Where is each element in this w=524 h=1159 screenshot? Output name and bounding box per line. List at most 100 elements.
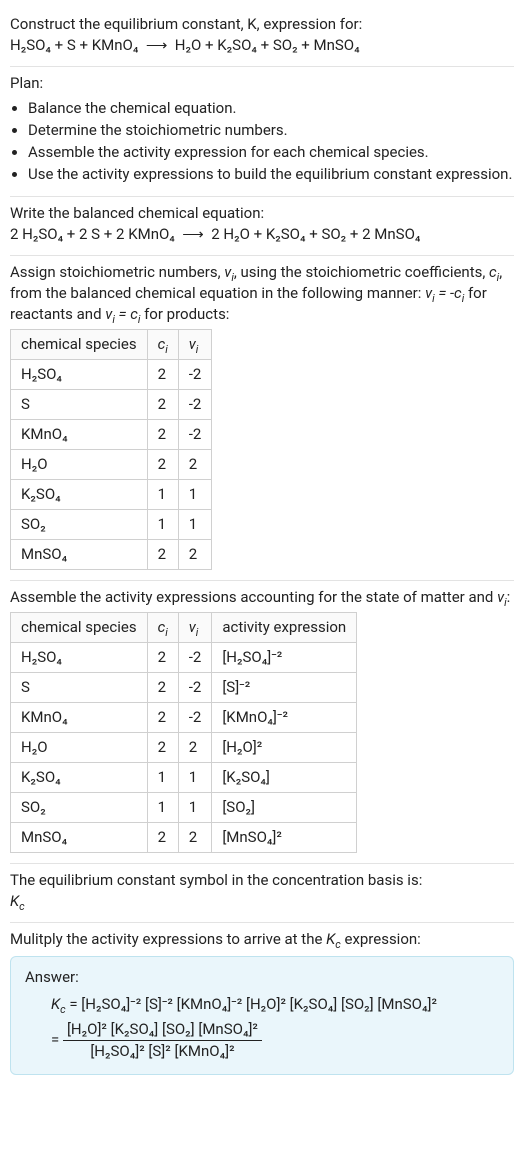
- cell-v: -2: [178, 390, 212, 420]
- section-plan: Plan: Balance the chemical equation. Det…: [10, 67, 514, 197]
- cell-c: 2: [147, 390, 178, 420]
- t: expression:: [341, 930, 421, 948]
- cell-v: 2: [178, 450, 212, 480]
- kc-symbol: Kc: [10, 891, 514, 912]
- cell-species: KMnO₄: [11, 703, 148, 733]
- cell-species: H₂SO₄: [11, 643, 148, 673]
- kc-intro: The equilibrium constant symbol in the c…: [10, 870, 514, 891]
- cell-species: K₂SO₄: [11, 763, 148, 793]
- nu-i-symbol: νi: [497, 588, 507, 606]
- arrow-icon: ⟶: [182, 225, 204, 243]
- construct-line1: Construct the equilibrium constant, K, e…: [10, 15, 362, 33]
- cell-activity: [H₂SO₄]⁻²: [212, 643, 357, 673]
- col-v: νi: [178, 330, 212, 360]
- cell-c: 2: [147, 643, 178, 673]
- plan-item: Use the activity expressions to build th…: [28, 164, 514, 185]
- answer-box: Answer: Kc = [H₂SO₄]⁻² [S]⁻² [KMnO₄]⁻² […: [10, 956, 514, 1075]
- col-species: chemical species: [11, 330, 148, 360]
- cell-species: SO₂: [11, 793, 148, 823]
- eq-sign: =: [51, 1030, 63, 1048]
- c-i-symbol: ci: [158, 618, 168, 636]
- cell-species: K₂SO₄: [11, 480, 148, 510]
- cell-v: 2: [178, 540, 212, 570]
- table-row: SO₂11: [11, 510, 212, 540]
- t: :: [507, 588, 511, 606]
- cell-v: 2: [178, 823, 212, 853]
- cell-activity: [H₂O]²: [212, 733, 357, 763]
- col-c: ci: [147, 613, 178, 643]
- cell-v: 1: [178, 510, 212, 540]
- cell-c: 1: [147, 763, 178, 793]
- section-answer: Mulitply the activity expressions to arr…: [10, 923, 514, 1085]
- table-row: H₂O22: [11, 450, 212, 480]
- section-construct: Construct the equilibrium constant, K, e…: [10, 8, 514, 67]
- balanced-title: Write the balanced chemical equation:: [10, 203, 514, 224]
- col-c: ci: [147, 330, 178, 360]
- col-activity: activity expression: [212, 613, 357, 643]
- expr1: = [H₂SO₄]⁻² [S]⁻² [KMnO₄]⁻² [H₂O]² [K₂SO…: [66, 995, 437, 1013]
- col-v: νi: [178, 613, 212, 643]
- cell-v: -2: [178, 360, 212, 390]
- c-i-symbol: ci: [489, 263, 499, 281]
- cell-c: 2: [147, 360, 178, 390]
- cell-activity: [MnSO₄]²: [212, 823, 357, 853]
- cell-species: MnSO₄: [11, 823, 148, 853]
- eq-rhs: 2 H₂O + K₂SO₄ + SO₂ + 2 MnSO₄: [211, 225, 420, 243]
- stoich-intro: Assign stoichiometric numbers, νi, using…: [10, 262, 514, 325]
- cell-species: S: [11, 390, 148, 420]
- stoich-table: chemical species ci νi H₂SO₄2-2 S2-2 KMn…: [10, 329, 212, 570]
- cell-species: MnSO₄: [11, 540, 148, 570]
- table-row: K₂SO₄11: [11, 480, 212, 510]
- section-activity: Assemble the activity expressions accoun…: [10, 581, 514, 864]
- cell-activity: [K₂SO₄]: [212, 763, 357, 793]
- t: Mulitply the activity expressions to arr…: [10, 930, 326, 948]
- kc-letter: K: [10, 892, 19, 910]
- cell-species: S: [11, 673, 148, 703]
- nu-i-symbol: νi: [189, 335, 199, 353]
- plan-item: Determine the stoichiometric numbers.: [28, 120, 514, 141]
- kc-expression-line1: Kc = [H₂SO₄]⁻² [S]⁻² [KMnO₄]⁻² [H₂O]² [K…: [51, 994, 499, 1015]
- cell-v: 1: [178, 480, 212, 510]
- cell-c: 2: [147, 450, 178, 480]
- cell-v: 1: [178, 763, 212, 793]
- formula: νi = -ci: [425, 284, 464, 302]
- kc-letter: K: [51, 995, 60, 1013]
- formula: νi = ci: [105, 305, 140, 323]
- cell-v: 2: [178, 733, 212, 763]
- section-stoich: Assign stoichiometric numbers, νi, using…: [10, 256, 514, 581]
- cell-c: 2: [147, 540, 178, 570]
- fraction: [H₂O]² [K₂SO₄] [SO₂] [MnSO₄]² [H₂SO₄]² […: [63, 1019, 262, 1062]
- table-row: H₂SO₄2-2: [11, 360, 212, 390]
- activity-intro: Assemble the activity expressions accoun…: [10, 587, 514, 608]
- plan-list: Balance the chemical equation. Determine…: [10, 98, 514, 185]
- kc-symbol: Kc: [51, 995, 66, 1013]
- nu-i-symbol: νi: [189, 618, 199, 636]
- answer-label: Answer:: [25, 967, 499, 988]
- cell-species: KMnO₄: [11, 420, 148, 450]
- table-row: S2-2[S]⁻²: [11, 673, 357, 703]
- t: for products:: [140, 305, 229, 323]
- cell-c: 2: [147, 420, 178, 450]
- fraction-numerator: [H₂O]² [K₂SO₄] [SO₂] [MnSO₄]²: [63, 1019, 262, 1041]
- cell-c: 2: [147, 733, 178, 763]
- eq-lhs: H₂SO₄ + S + KMnO₄: [10, 36, 138, 54]
- table-row: K₂SO₄11[K₂SO₄]: [11, 763, 357, 793]
- cell-v: 1: [178, 793, 212, 823]
- cell-c: 2: [147, 823, 178, 853]
- plan-item: Balance the chemical equation.: [28, 98, 514, 119]
- t: , using the stoichiometric coefficients,: [234, 263, 489, 281]
- multiply-intro: Mulitply the activity expressions to arr…: [10, 929, 514, 950]
- kc-sub: c: [19, 900, 24, 913]
- col-species: chemical species: [11, 613, 148, 643]
- cell-species: H₂SO₄: [11, 360, 148, 390]
- cell-v: -2: [178, 420, 212, 450]
- unbalanced-equation: H₂SO₄ + S + KMnO₄ ⟶ H₂O + K₂SO₄ + SO₂ + …: [10, 35, 514, 56]
- eq-lhs: 2 H₂SO₄ + 2 S + 2 KMnO₄: [10, 225, 175, 243]
- cell-activity: [KMnO₄]⁻²: [212, 703, 357, 733]
- cell-species: H₂O: [11, 450, 148, 480]
- table-row: MnSO₄22[MnSO₄]²: [11, 823, 357, 853]
- activity-table: chemical species ci νi activity expressi…: [10, 612, 357, 853]
- table-header-row: chemical species ci νi activity expressi…: [11, 613, 357, 643]
- c-i-symbol: ci: [158, 335, 168, 353]
- balanced-equation: 2 H₂SO₄ + 2 S + 2 KMnO₄ ⟶ 2 H₂O + K₂SO₄ …: [10, 224, 514, 245]
